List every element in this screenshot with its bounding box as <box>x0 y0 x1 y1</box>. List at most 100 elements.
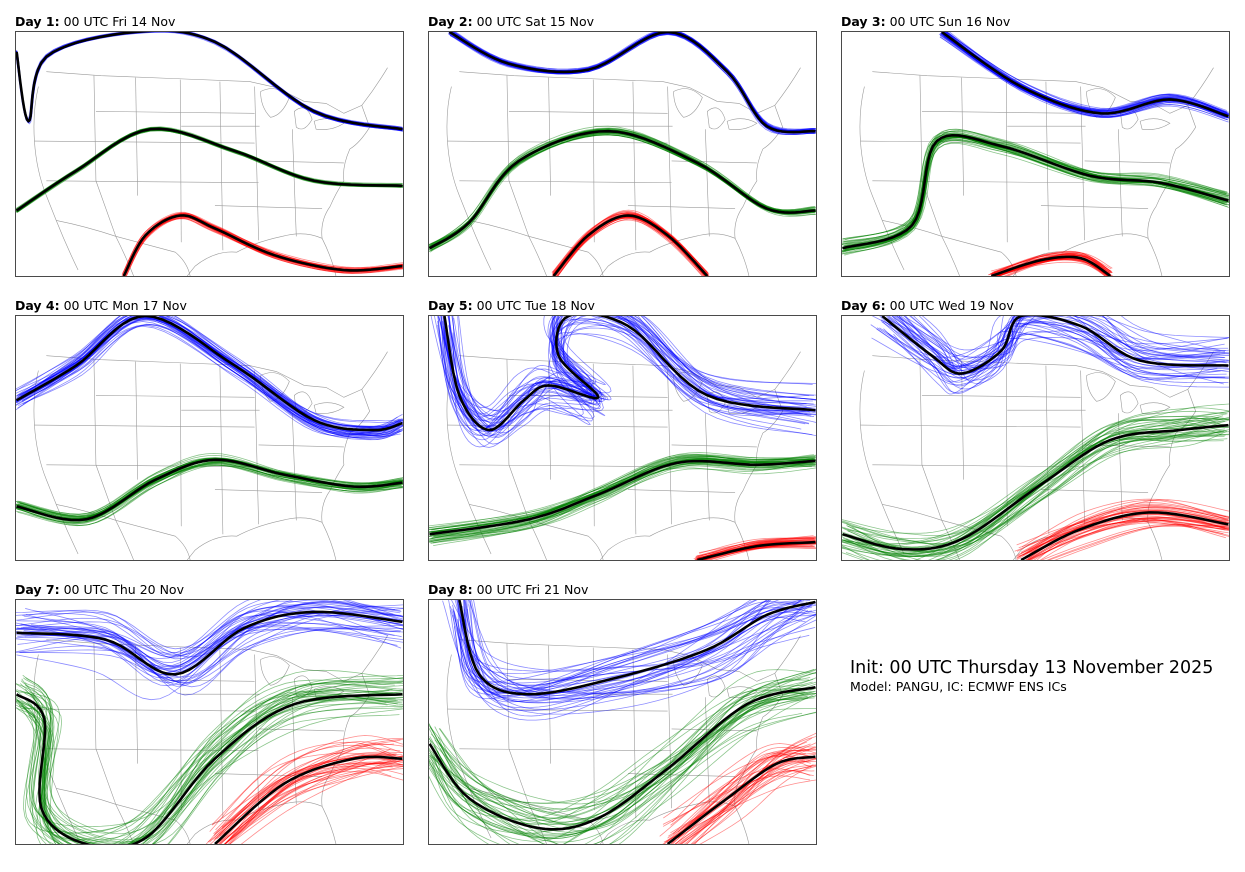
map-boundary-line <box>186 233 323 276</box>
north-contour-ensemble-member <box>25 604 403 682</box>
map-boundary-line <box>34 708 255 712</box>
map-boundary-line <box>95 111 255 114</box>
north-contour-ensemble-member <box>448 600 804 699</box>
map-boundary-line <box>762 351 801 434</box>
north-contour-ensemble-member <box>16 32 403 132</box>
map-boundary-line <box>506 75 530 237</box>
middle-contour-ensemble-member <box>19 464 403 517</box>
middle-contour-ensemble-member <box>438 681 816 820</box>
north-contour-ensemble-mean <box>881 316 1229 375</box>
north-contour-ensemble-member <box>452 32 815 134</box>
middle-contour-ensemble-member <box>22 674 403 844</box>
map-boundary-line <box>1118 413 1123 521</box>
north-contour-ensemble-member <box>16 32 403 130</box>
north-contour-ensemble-member <box>18 316 402 433</box>
middle-contour-ensemble-member <box>29 691 401 844</box>
map-boundary-line <box>33 370 57 505</box>
north-contour-ensemble-member <box>16 316 403 429</box>
map-boundary-line <box>859 86 883 221</box>
map-boundary-line <box>214 489 323 493</box>
south-contour-ensemble-member <box>998 253 1112 276</box>
map-boundary-line <box>872 71 1188 114</box>
north-contour-ensemble-member <box>885 316 1229 374</box>
panel-3-title: Day 3: 00 UTC Sun 16 Nov <box>841 14 1011 29</box>
map-boundary-line <box>254 654 259 809</box>
middle-contour-ensemble-member <box>16 696 403 844</box>
middle-contour-ensemble-member <box>845 420 1222 560</box>
north-contour-ensemble-member <box>904 316 1225 370</box>
south-contour-ensemble-member <box>996 261 1109 276</box>
south-contour-ensemble-member <box>1054 524 1229 560</box>
middle-contour-ensemble-member <box>430 712 803 810</box>
map-boundary-line <box>459 464 672 468</box>
middle-contour-ensemble-member <box>20 680 403 844</box>
map-boundary-line <box>667 86 672 241</box>
north-contour-ensemble-member <box>16 32 403 131</box>
map-boundary-line <box>115 236 134 276</box>
middle-contour-ensemble-member <box>429 125 816 250</box>
north-contour-ensemble-member <box>463 600 802 715</box>
north-contour-ensemble-member <box>16 32 403 131</box>
south-contour-ensemble-member <box>666 752 816 843</box>
north-contour-ensemble-member <box>16 32 402 130</box>
map-boundary-line <box>726 118 758 130</box>
map-boundary-line <box>705 697 710 805</box>
north-contour-ensemble-member <box>464 600 816 710</box>
map-boundary-line <box>1080 370 1085 525</box>
north-contour-ensemble-member <box>16 318 403 435</box>
south-contour-ensemble-member <box>223 762 403 844</box>
north-contour-ensemble-member <box>457 619 810 684</box>
north-contour-ensemble-member <box>946 32 1229 119</box>
map-boundary-line <box>293 107 313 130</box>
middle-contour-ensemble-member <box>429 668 816 831</box>
north-contour-ensemble-member <box>456 600 768 697</box>
init-time-text: Init: 00 UTC Thursday 13 November 2025 <box>850 658 1214 678</box>
map-boundary-line <box>859 370 883 505</box>
middle-contour-ensemble-member <box>25 684 403 841</box>
south-contour-ensemble-member <box>1046 525 1229 560</box>
south-contour-ensemble-member <box>693 737 813 844</box>
north-contour-ensemble-member <box>22 627 403 669</box>
north-contour-ensemble-member <box>16 32 403 132</box>
south-contour-ensemble-member <box>678 758 816 844</box>
south-contour-ensemble-member <box>124 218 403 276</box>
north-contour-ensemble-member <box>16 32 403 131</box>
north-contour-ensemble-member <box>451 32 816 133</box>
middle-contour-ensemble-member <box>429 457 814 541</box>
south-contour-ensemble-member <box>216 768 403 840</box>
map-boundary-line <box>1012 233 1149 276</box>
middle-contour-ensemble-member <box>429 128 816 250</box>
middle-contour-ensemble-member <box>28 714 400 844</box>
map-boundary-line <box>56 504 191 560</box>
middle-contour-ensemble-member <box>16 457 403 523</box>
middle-contour-ensemble-member <box>842 434 1229 558</box>
middle-contour-ensemble-member <box>429 131 815 248</box>
map-boundary-line <box>548 77 551 196</box>
south-contour-ensemble-member <box>125 214 403 276</box>
panel-time-label: 00 UTC Tue 18 Nov <box>476 298 595 313</box>
map-boundary-line <box>135 645 138 764</box>
south-contour-ensemble-member <box>123 215 403 276</box>
panel-5-title: Day 5: 00 UTC Tue 18 Nov <box>428 298 595 313</box>
south-contour-ensemble-member <box>1048 524 1226 560</box>
south-contour-ensemble-member <box>556 213 709 276</box>
north-contour-ensemble-member <box>941 32 1229 118</box>
middle-contour-ensemble-member <box>842 417 1219 560</box>
middle-contour-ensemble-member <box>16 680 403 844</box>
middle-contour-ensemble-member <box>842 428 1225 556</box>
north-contour-ensemble-member <box>16 32 402 132</box>
map-boundary-line <box>95 679 255 682</box>
south-contour-ensemble-member <box>1022 510 1229 556</box>
middle-contour-ensemble-member <box>16 695 403 840</box>
middle-contour-ensemble-member <box>21 669 403 844</box>
middle-contour-ensemble-member <box>16 689 403 844</box>
south-contour-ensemble-member <box>1030 519 1229 560</box>
middle-contour-ensemble-member <box>429 462 812 527</box>
spaghetti-plot-svg <box>16 32 403 276</box>
middle-contour-ensemble-member <box>842 411 1229 560</box>
panel-time-label: 00 UTC Thu 20 Nov <box>63 582 184 597</box>
middle-contour-ensemble-mean <box>429 459 816 536</box>
south-contour-ensemble-mean <box>697 540 816 560</box>
map-boundary-line <box>1080 86 1085 241</box>
north-contour-ensemble-member <box>896 316 1225 360</box>
